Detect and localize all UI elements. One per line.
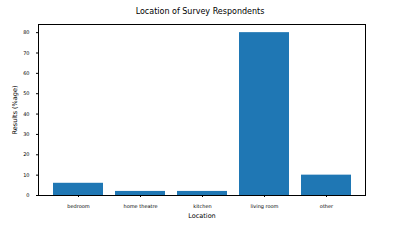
svg-text:50: 50 [23, 90, 29, 96]
svg-text:bedroom: bedroom [67, 203, 89, 209]
html-text:Location of Survey Respondents: Location of Survey Respondents [135, 7, 265, 16]
svg-text:30: 30 [23, 131, 29, 137]
svg-text:0: 0 [26, 192, 29, 198]
svg-text:80: 80 [23, 29, 29, 35]
svg-text:Location: Location [188, 212, 216, 220]
svg-text:20: 20 [23, 151, 29, 157]
svg-text:living room: living room [251, 203, 279, 210]
svg-text:Results (%age): Results (%age) [11, 86, 19, 135]
svg-text:other: other [320, 203, 334, 209]
svg-text:40: 40 [23, 111, 29, 117]
svg-text:10: 10 [23, 172, 29, 178]
svg-text:60: 60 [23, 70, 29, 76]
svg-text:home theatre: home theatre [123, 203, 157, 209]
svg-text:70: 70 [23, 50, 29, 56]
svg-text:kitchen: kitchen [193, 203, 211, 209]
